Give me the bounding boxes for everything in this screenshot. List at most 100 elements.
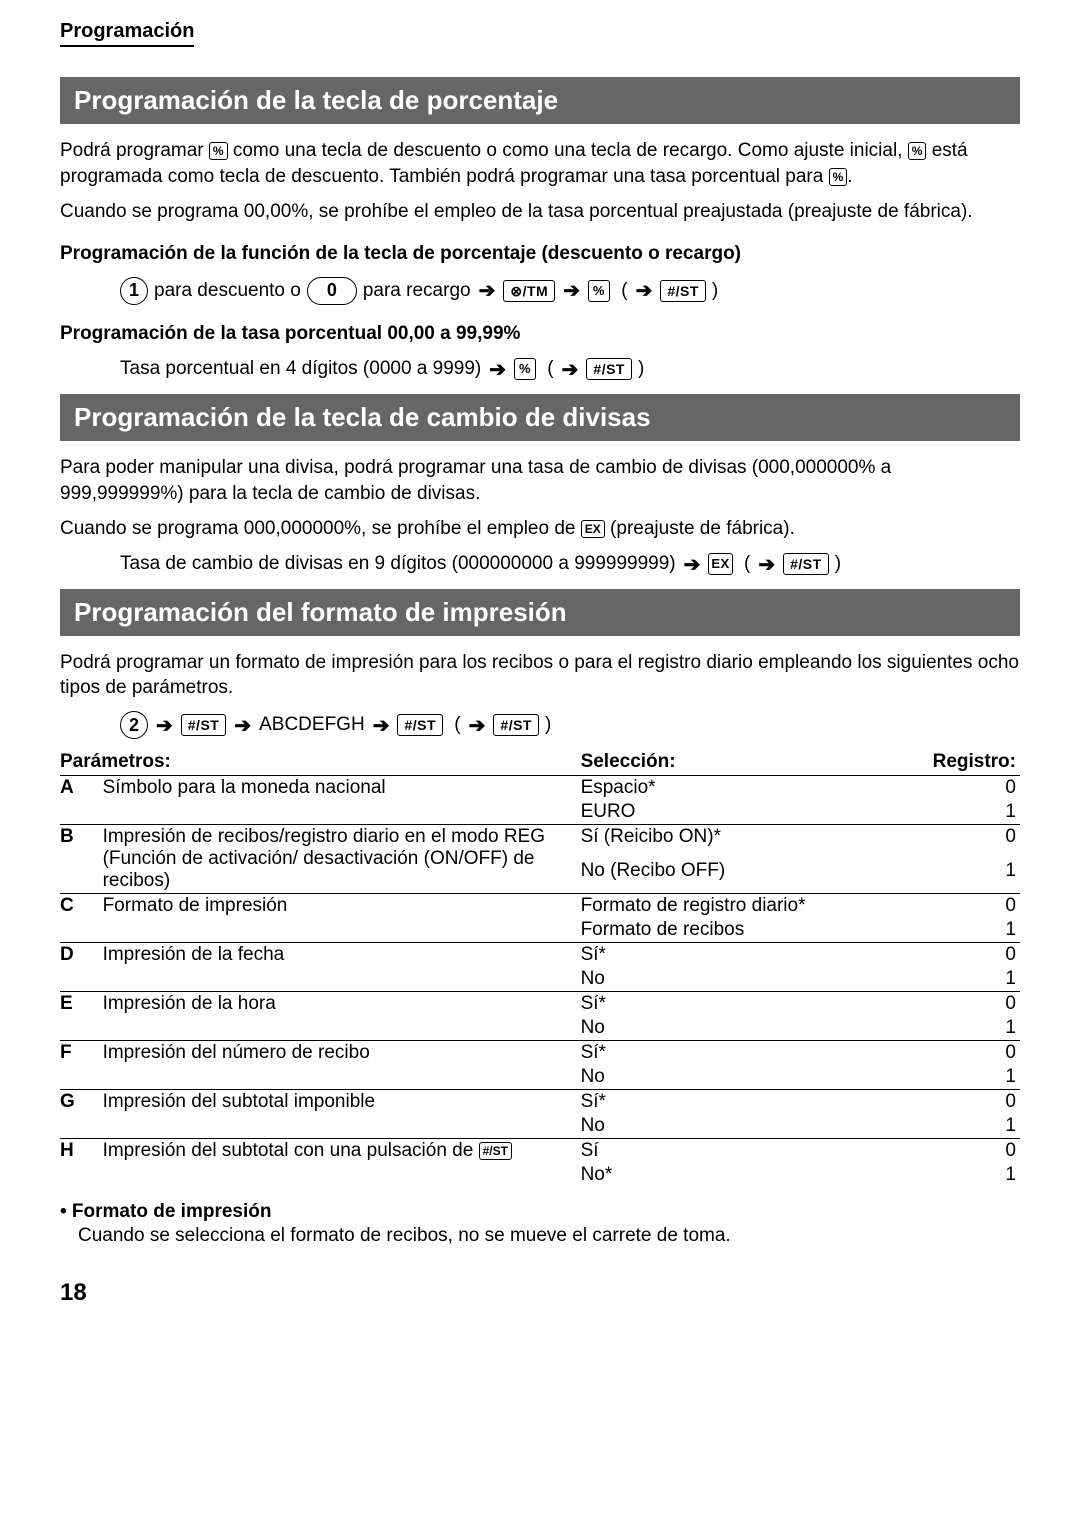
parameters-table-wrap: Parámetros: Selección: Registro: ASímbol… (60, 749, 1020, 1187)
hashst-key: #/ST (586, 358, 632, 380)
text: ABCDEFGH (259, 714, 365, 736)
bullet-text: Cuando se selecciona el formato de recib… (78, 1223, 1020, 1249)
arrow-icon: ➔ (156, 713, 173, 738)
cell-registro: 1 (917, 1163, 1020, 1187)
paren: ( (739, 553, 751, 575)
hashst-key: #/ST (397, 714, 443, 736)
table-body: ASímbolo para la moneda nacionalEspacio*… (60, 776, 1020, 1188)
cell-letter (60, 918, 103, 943)
cell-registro: 1 (917, 967, 1020, 992)
col-header-seleccion: Selección: (581, 749, 917, 776)
page-number: 18 (60, 1279, 1020, 1307)
cell-letter (60, 1114, 103, 1139)
cell-selection: No (581, 967, 917, 992)
section-header: Programación (60, 20, 194, 47)
cell-registro: 1 (917, 1065, 1020, 1090)
cell-param: Formato de impresión (103, 894, 581, 943)
cell-letter (60, 859, 103, 894)
table-header-row: Parámetros: Selección: Registro: (60, 749, 1020, 776)
cell-registro: 1 (917, 800, 1020, 825)
text: Tasa de cambio de divisas en 9 dígitos (… (120, 553, 676, 575)
cell-selection: Formato de recibos (581, 918, 917, 943)
hashst-key: #/ST (181, 714, 227, 736)
cell-letter: B (60, 825, 103, 860)
text: para recargo (363, 280, 471, 302)
cell-param: Impresión de la hora (103, 992, 581, 1041)
num-oval-1: 1 (120, 277, 148, 305)
hashst-key: #/ST (783, 553, 829, 575)
table-row: HImpresión del subtotal con una pulsació… (60, 1139, 1020, 1164)
cell-param: Impresión del subtotal imponible (103, 1090, 581, 1139)
arrow-icon: ➔ (479, 278, 496, 303)
sequence-line-2: Tasa porcentual en 4 dígitos (0000 a 999… (60, 357, 1020, 382)
text: Tasa porcentual en 4 dígitos (0000 a 999… (120, 358, 481, 380)
text: como una tecla de descuento o como una t… (228, 140, 908, 161)
paren: ) (835, 553, 841, 575)
arrow-icon: ➔ (469, 713, 486, 738)
cell-selection: Sí* (581, 1041, 917, 1066)
text: para descuento o (154, 280, 301, 302)
arrow-icon: ➔ (636, 278, 653, 303)
cell-param: Impresión del subtotal con una pulsación… (103, 1139, 581, 1188)
cell-selection: Sí* (581, 1090, 917, 1115)
num-oval-0: 0 (307, 277, 357, 305)
cell-letter (60, 1163, 103, 1187)
cell-letter: A (60, 776, 103, 801)
arrow-icon: ➔ (373, 713, 390, 738)
cell-selection: Sí* (581, 992, 917, 1017)
page-container: Programación Programación de la tecla de… (0, 0, 1080, 1337)
percent-key-icon: % (829, 168, 848, 186)
cell-selection: Formato de registro diario* (581, 894, 917, 919)
sequence-line-4: 2 ➔ #/ST ➔ ABCDEFGH ➔ #/ST ( ➔ #/ST ) (60, 711, 1020, 739)
cell-letter: H (60, 1139, 103, 1164)
col-header-registro: Registro: (917, 749, 1020, 776)
text: . (847, 166, 852, 187)
section1-p2: Cuando se programa 00,00%, se prohíbe el… (60, 199, 1020, 225)
ex-key: EX (708, 553, 732, 575)
percent-key: % (514, 358, 536, 380)
cell-letter: E (60, 992, 103, 1017)
cell-registro: 0 (917, 776, 1020, 801)
section2-p1: Para poder manipular una divisa, podrá p… (60, 455, 1020, 506)
cell-selection: No (581, 1065, 917, 1090)
cell-selection: Espacio* (581, 776, 917, 801)
cell-selection: No (Recibo OFF) (581, 859, 917, 894)
arrow-icon: ➔ (758, 552, 775, 577)
text: Podrá programar (60, 140, 209, 161)
hashst-key: #/ST (660, 280, 706, 302)
cell-selection: Sí (Reicibo ON)* (581, 825, 917, 860)
cell-registro: 0 (917, 943, 1020, 968)
table-row: DImpresión de la fechaSí*0 (60, 943, 1020, 968)
col-header-parametros: Parámetros: (60, 749, 581, 776)
arrow-icon: ➔ (684, 552, 701, 577)
sequence-line-3: Tasa de cambio de divisas en 9 dígitos (… (60, 552, 1020, 577)
table-row: GImpresión del subtotal imponibleSí*0 (60, 1090, 1020, 1115)
cell-letter (60, 1016, 103, 1041)
arrow-icon: ➔ (563, 278, 580, 303)
cell-registro: 0 (917, 992, 1020, 1017)
cell-letter (60, 967, 103, 992)
text: (preajuste de fábrica). (605, 518, 795, 539)
section1-title: Programación de la tecla de porcentaje (60, 77, 1020, 124)
hashst-key-icon: #/ST (479, 1142, 512, 1160)
section2-title: Programación de la tecla de cambio de di… (60, 394, 1020, 441)
text: Cuando se programa 000,000000%, se prohí… (60, 518, 581, 539)
cell-registro: 1 (917, 1114, 1020, 1139)
cell-selection: No (581, 1114, 917, 1139)
table-row: EImpresión de la horaSí*0 (60, 992, 1020, 1017)
arrow-icon: ➔ (562, 357, 579, 382)
paren: ( (449, 714, 461, 736)
cell-param: Impresión de recibos/registro diario en … (103, 825, 581, 894)
cell-letter (60, 1065, 103, 1090)
percent-key-icon: % (209, 142, 228, 160)
table-row: FImpresión del número de reciboSí*0 (60, 1041, 1020, 1066)
cell-letter: C (60, 894, 103, 919)
sequence-line-1: 1 para descuento o 0 para recargo ➔ ⊗/TM… (60, 277, 1020, 305)
cell-selection: No* (581, 1163, 917, 1187)
section3-title: Programación del formato de impresión (60, 589, 1020, 636)
table-row: ASímbolo para la moneda nacionalEspacio*… (60, 776, 1020, 801)
section1-sub2: Programación de la tasa porcentual 00,00… (60, 323, 1020, 345)
section2-p2: Cuando se programa 000,000000%, se prohí… (60, 516, 1020, 542)
section1-p1: Podrá programar % como una tecla de desc… (60, 138, 1020, 189)
cell-registro: 0 (917, 894, 1020, 919)
